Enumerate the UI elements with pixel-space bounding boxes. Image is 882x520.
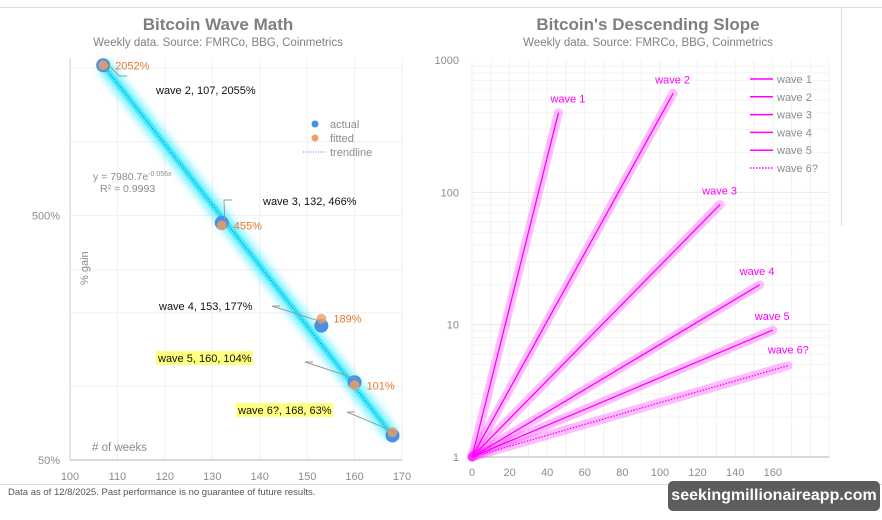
fitted-label: 2052%	[115, 60, 149, 72]
chart-subtitle: Weekly data. Source: FMRCo, BBG, Coinmet…	[93, 37, 343, 49]
series-line-wave5	[471, 329, 774, 458]
series-glow	[467, 199, 725, 462]
legend-fitted: fitted	[330, 133, 354, 145]
legend-entry: wave 6?	[776, 163, 818, 175]
y-tick-label: 50%	[38, 455, 60, 467]
x-tick-label: 140	[726, 467, 744, 479]
series-line-wave4	[471, 284, 760, 458]
legend-entry: wave 2	[776, 92, 812, 104]
x-tick-label: 140	[251, 471, 269, 480]
series-glow	[467, 325, 778, 462]
x-tick-label: 80	[616, 467, 628, 479]
annotation-label: wave 4, 153, 177%	[158, 301, 253, 313]
y-tick-label: 10	[447, 320, 459, 332]
annotation-label: wave 6?, 168, 63%	[237, 405, 332, 417]
y-tick-label: 1	[453, 452, 459, 464]
watermark: seekingmillionaireapp.com	[668, 481, 880, 511]
x-tick-label: 130	[203, 471, 221, 480]
fitted-point	[349, 380, 360, 391]
x-tick-label: 60	[579, 467, 591, 479]
series-line-wave1	[471, 112, 560, 458]
series-line-wave2	[471, 93, 674, 458]
fitted-label: 189%	[333, 314, 361, 326]
x-tick-label: 100	[651, 467, 669, 479]
legend-fitted-marker	[311, 134, 319, 142]
series-label: wave 6?	[767, 345, 809, 357]
y-axis-label: % gain	[79, 251, 91, 285]
legend-entry: wave 5	[776, 145, 812, 157]
x-tick-label: 110	[109, 471, 127, 480]
annotation-leader	[346, 411, 396, 433]
y-tick-label: 1000	[435, 55, 459, 67]
chart-subtitle: Weekly data. Source: FMRCo, BBG, Coinmet…	[523, 37, 773, 49]
series-label: wave 2	[654, 74, 690, 86]
annotation-leader	[105, 61, 127, 77]
annotation-leader	[304, 361, 358, 380]
series-glow	[467, 108, 563, 462]
legend-entry: wave 1	[776, 74, 812, 86]
legend-actual-marker	[311, 120, 319, 128]
legend: actual fitted trendline	[303, 119, 372, 159]
x-tick-label: 150	[298, 471, 316, 480]
series-label: wave 5	[754, 311, 790, 323]
footer-divider	[0, 484, 882, 485]
series-line-wave3	[471, 203, 721, 458]
fitted-label: 101%	[367, 380, 395, 392]
top-divider	[0, 7, 882, 8]
x-tick-label: 20	[503, 467, 515, 479]
y-tick-label: 100	[441, 187, 459, 199]
annotation-leader	[223, 199, 232, 220]
series-glow	[467, 88, 678, 462]
fitted-point	[216, 220, 227, 231]
annotation-label: wave 5, 160, 104%	[157, 353, 252, 365]
fitted-point	[387, 427, 398, 438]
series-label: wave 3	[701, 185, 737, 197]
annotation-highlight	[236, 403, 333, 417]
x-axis-label: # of weeks	[92, 442, 147, 454]
legend-entry: wave 4	[776, 127, 812, 139]
annotation-highlight	[156, 351, 253, 365]
annotation-label: wave 2, 107, 2055%	[155, 85, 256, 97]
legend-actual: actual	[330, 119, 359, 131]
panel-border	[841, 8, 842, 226]
x-tick-label: 170	[393, 471, 411, 480]
fitted-point	[98, 60, 109, 71]
series-label: wave 4	[739, 266, 775, 278]
x-tick-label: 120	[156, 471, 174, 480]
series-line-wave6	[471, 365, 789, 458]
x-tick-label: 40	[541, 467, 553, 479]
x-tick-label: 0	[469, 467, 475, 479]
annotation-leader	[271, 305, 325, 324]
series-label: wave 1	[549, 94, 585, 106]
footer-disclaimer: Data as of 12/8/2025. Past performance i…	[8, 487, 316, 498]
trend-equation: y = 7980.7e-0.056x	[93, 171, 172, 183]
series-glow	[467, 361, 793, 462]
fitted-label: 455%	[234, 220, 262, 232]
x-tick-label: 100	[61, 471, 79, 480]
trendline	[102, 64, 393, 436]
wave-math-chart: Bitcoin Wave Math Weekly data. Source: F…	[32, 15, 411, 480]
chart-title: Bitcoin Wave Math	[143, 15, 294, 34]
legend-trendline: trendline	[330, 147, 372, 159]
annotation-label: wave 3, 132, 466%	[262, 196, 357, 208]
legend-entry: wave 3	[776, 110, 812, 122]
series-glow	[467, 280, 765, 462]
y-tick-label: 500%	[32, 210, 60, 222]
x-tick-label: 160	[764, 467, 782, 479]
chart-title: Bitcoin's Descending Slope	[536, 15, 759, 34]
r-squared: R² = 0.9993	[100, 183, 155, 195]
x-tick-label: 120	[688, 467, 706, 479]
x-tick-label: 160	[345, 471, 363, 480]
